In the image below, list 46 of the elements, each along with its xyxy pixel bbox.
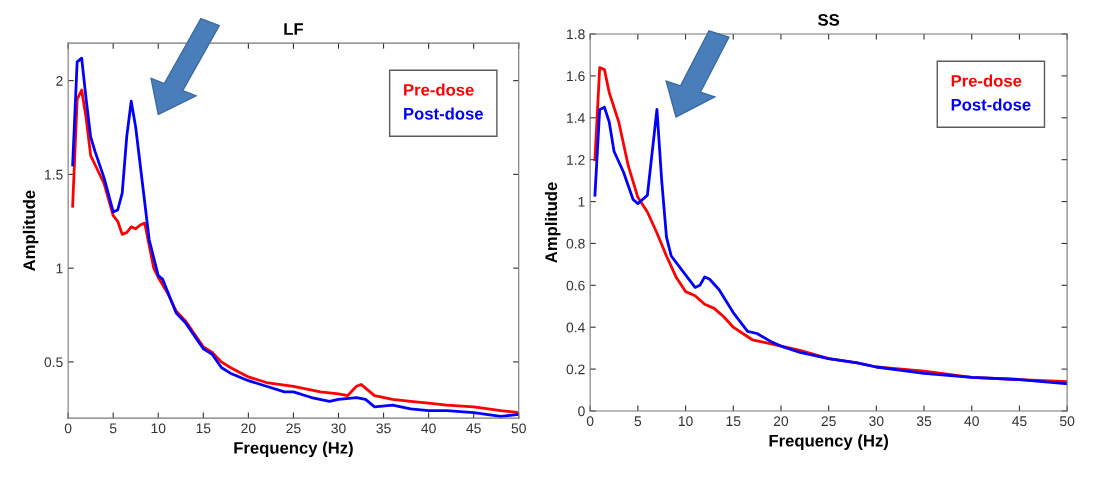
y-tick-label: 1 — [578, 197, 585, 207]
x-tick-label: 0 — [64, 423, 72, 434]
y-tick-label: 1.6 — [567, 71, 585, 82]
y-tick-label: 0 — [578, 406, 585, 417]
x-axis-title: Frequency (Hz) — [234, 441, 353, 458]
x-tick-label: 5 — [634, 416, 642, 427]
y-tick-label: 1.5 — [45, 169, 63, 180]
x-tick-label: 45 — [1012, 416, 1027, 427]
y-tick-label: 0.4 — [566, 322, 585, 333]
chart-title: SS — [818, 14, 840, 26]
x-tick-label: 35 — [916, 416, 932, 427]
x-tick-label: 20 — [241, 423, 256, 434]
text: Post-dose — [404, 107, 483, 120]
text: Pre-dose — [951, 74, 1022, 87]
x-tick-label: 30 — [869, 416, 884, 427]
chart-title: LF — [284, 23, 303, 35]
y-tick-label: 2 — [56, 75, 63, 86]
x-tick-label: 40 — [421, 423, 436, 434]
x-tick-label: 10 — [151, 423, 166, 434]
y-tick-label: 0.5 — [44, 357, 63, 368]
x-tick-label: 50 — [1059, 416, 1075, 427]
x-tick-label: 45 — [466, 423, 481, 434]
x-tick-label: 25 — [286, 423, 301, 434]
x-tick-label: 15 — [726, 416, 741, 427]
x-axis-title: Frequency (Hz) — [769, 434, 889, 450]
y-tick-label: 1 — [56, 263, 63, 274]
y-tick-label: 0.2 — [566, 364, 585, 375]
y-axis-title: Amplitude — [544, 182, 561, 263]
x-tick-label: 30 — [331, 423, 346, 434]
x-tick-label: 35 — [376, 423, 391, 434]
y-tick-label: 1.2 — [567, 155, 585, 165]
y-tick-label: 1.4 — [567, 113, 585, 123]
x-tick-label: 50 — [511, 423, 526, 434]
text: Pre-dose — [404, 83, 474, 96]
y-tick-label: 1.8 — [567, 29, 585, 40]
x-tick-label: 5 — [109, 423, 117, 434]
y-tick-label: 0.6 — [566, 280, 585, 291]
y-tick-label: 0.8 — [566, 238, 585, 249]
x-tick-label: 25 — [821, 416, 836, 427]
y-axis-title: Amplitude — [22, 190, 39, 271]
x-tick-label: 20 — [773, 416, 789, 427]
x-tick-label: 40 — [964, 416, 979, 427]
x-tick-label: 0 — [586, 416, 594, 427]
text: Post-dose — [951, 98, 1031, 111]
x-tick-label: 15 — [196, 423, 211, 434]
x-tick-label: 10 — [678, 416, 693, 427]
